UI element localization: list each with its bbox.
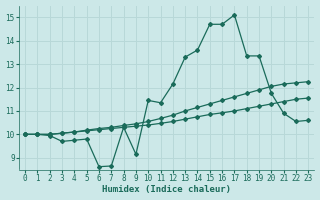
X-axis label: Humidex (Indice chaleur): Humidex (Indice chaleur) — [102, 185, 231, 194]
